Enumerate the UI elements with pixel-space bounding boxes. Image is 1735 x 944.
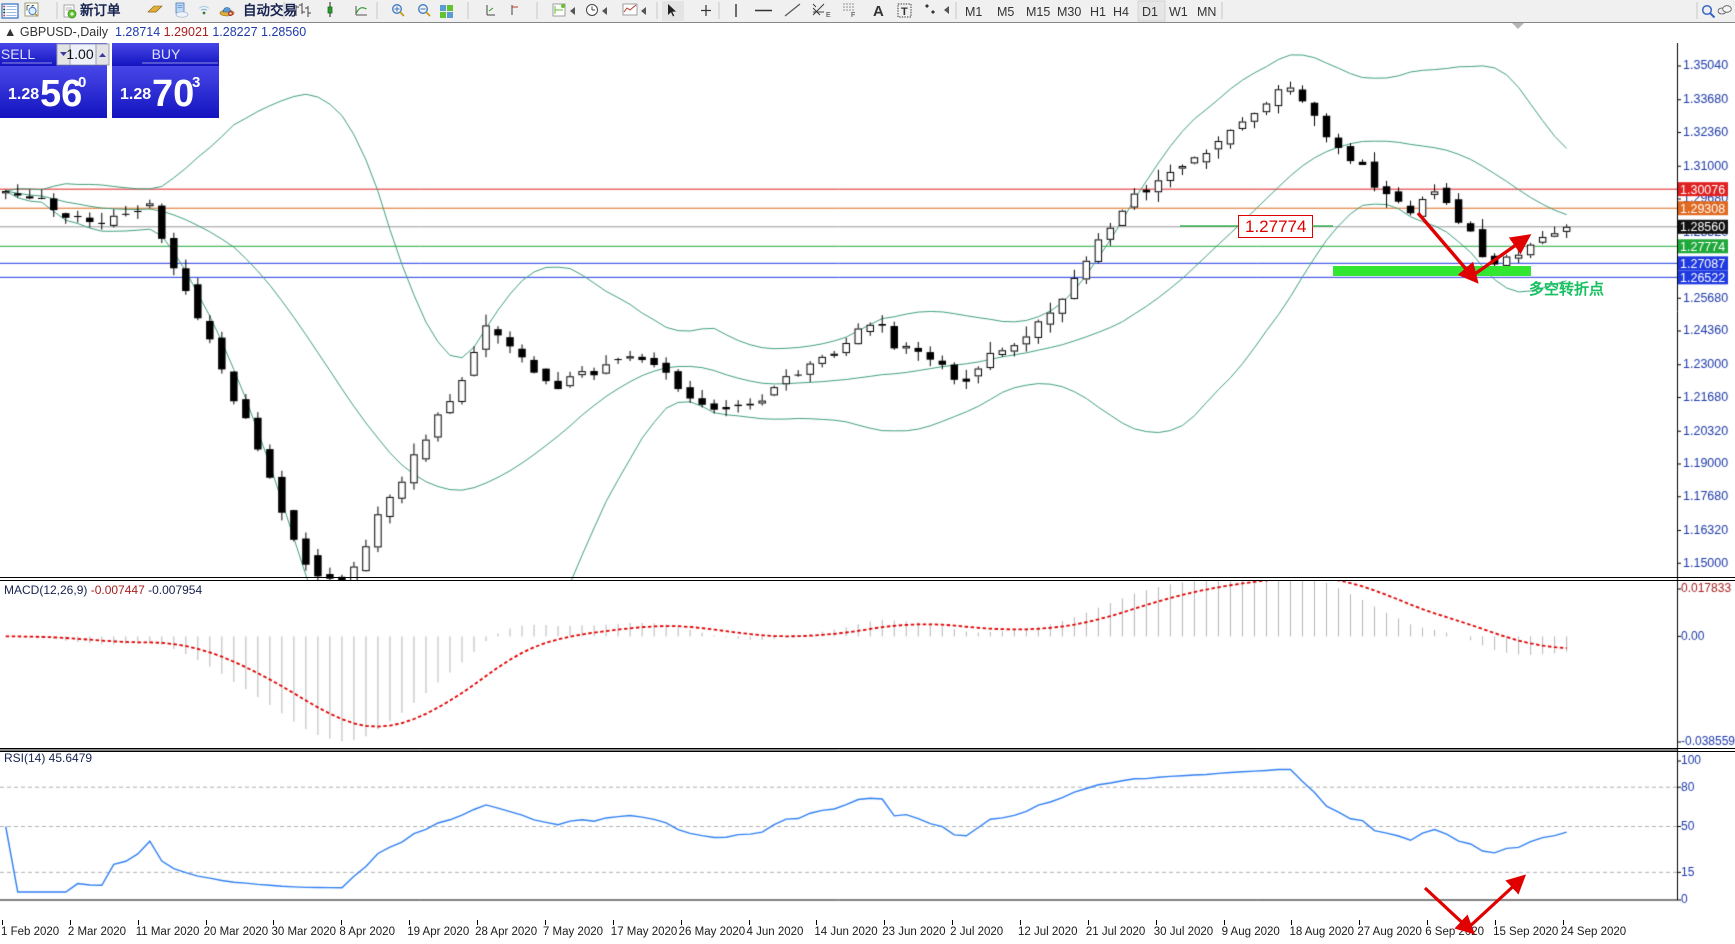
svg-text:W1: W1 xyxy=(1169,5,1188,19)
svg-text:1.00: 1.00 xyxy=(66,46,93,62)
svg-text:0: 0 xyxy=(78,74,86,91)
svg-text:BUY: BUY xyxy=(152,46,181,62)
svg-text:M1: M1 xyxy=(965,5,982,19)
svg-text:1.28: 1.28 xyxy=(8,86,39,103)
svg-text:70: 70 xyxy=(152,73,194,115)
svg-text:1.28: 1.28 xyxy=(120,86,151,103)
svg-text:H1: H1 xyxy=(1090,5,1106,19)
svg-text:E: E xyxy=(826,12,831,19)
svg-text:56: 56 xyxy=(40,73,82,115)
svg-text:D1: D1 xyxy=(1142,5,1158,19)
svg-text:新订单: 新订单 xyxy=(80,2,121,18)
svg-text:自动交易: 自动交易 xyxy=(243,2,297,18)
svg-text:M5: M5 xyxy=(997,5,1014,19)
svg-text:F: F xyxy=(851,12,855,19)
svg-text:H4: H4 xyxy=(1113,5,1129,19)
svg-text:3: 3 xyxy=(192,74,200,91)
svg-text:M15: M15 xyxy=(1026,5,1050,19)
svg-text:T: T xyxy=(901,6,908,18)
svg-text:MN: MN xyxy=(1197,5,1216,19)
svg-text:SELL: SELL xyxy=(1,46,35,62)
svg-text:M30: M30 xyxy=(1057,5,1081,19)
svg-text:A: A xyxy=(873,3,884,20)
